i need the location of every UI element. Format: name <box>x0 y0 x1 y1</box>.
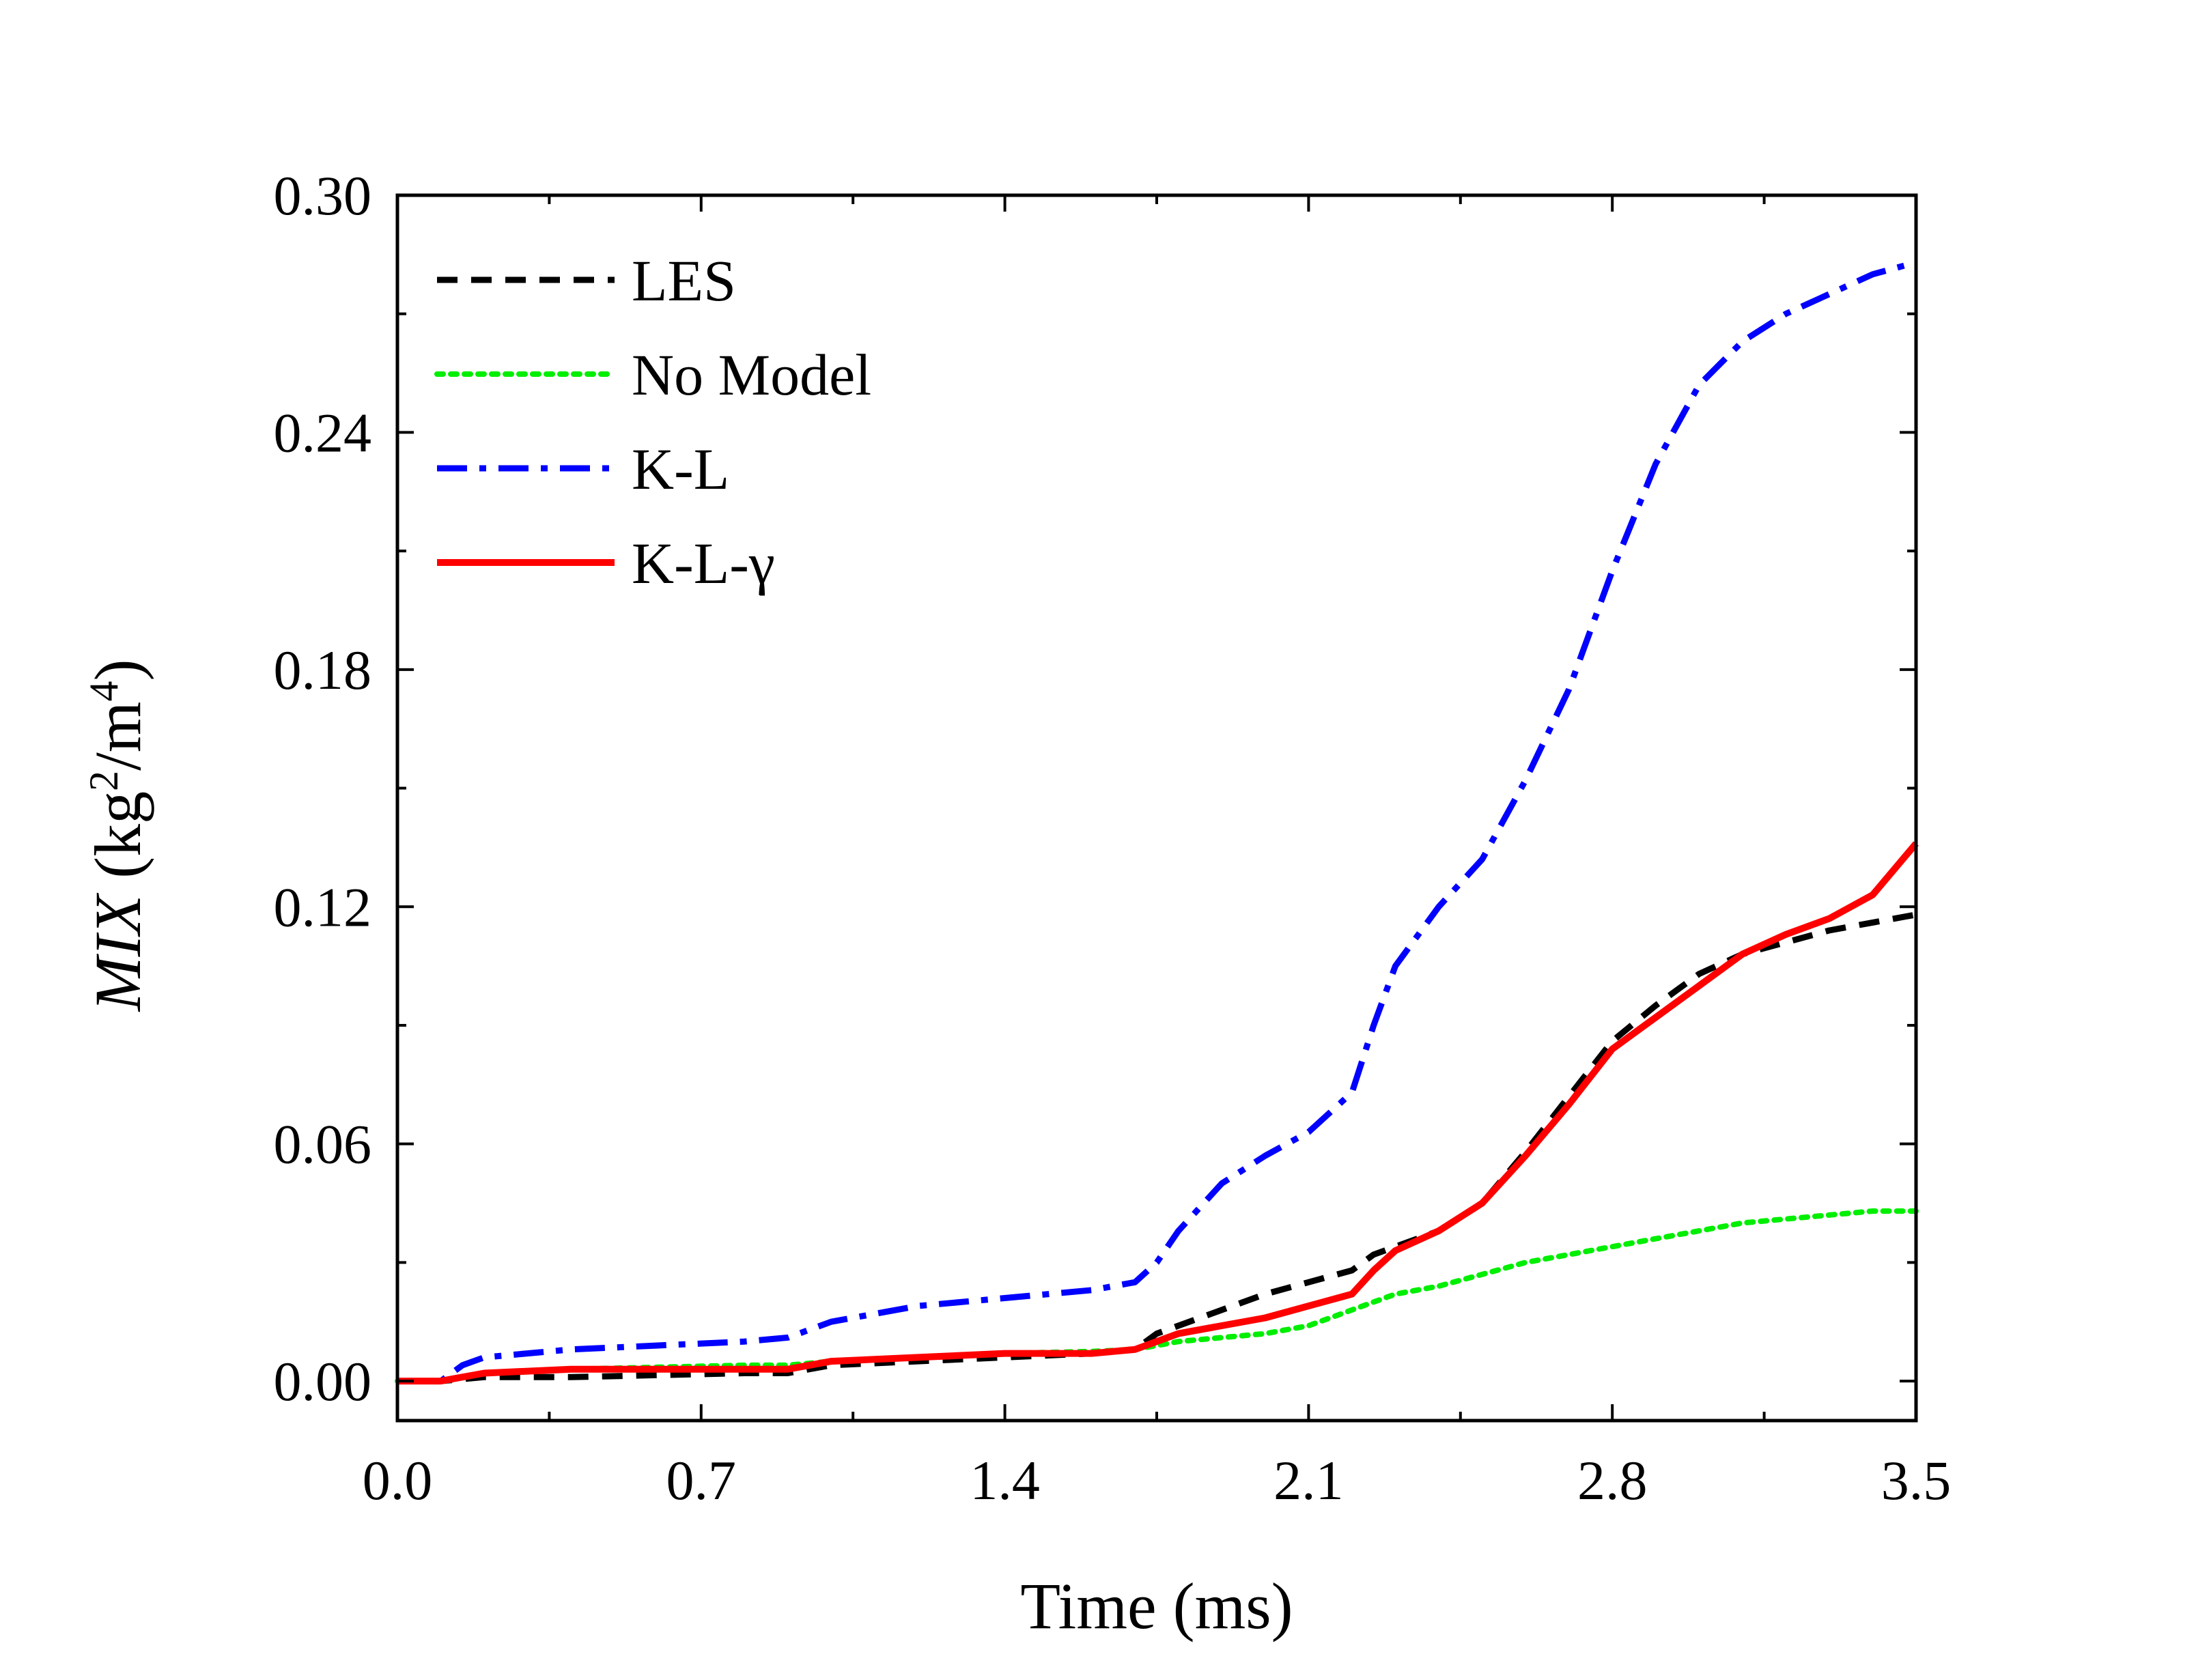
x-tick-label: 1.4 <box>970 1449 1040 1511</box>
legend-label-k-l: K-L <box>632 436 729 502</box>
y-axis-unit-exp2: 4 <box>81 681 126 702</box>
legend-label-les: LES <box>632 248 736 313</box>
series-line-k-l-gamma <box>397 841 1919 1385</box>
y-tick-label: 0.12 <box>274 876 372 938</box>
y-axis-unit-close: ) <box>81 659 154 681</box>
x-tick-label: 2.1 <box>1273 1449 1344 1511</box>
x-tick-label: 3.5 <box>1881 1449 1952 1511</box>
series-line-no-model <box>395 1208 1919 1384</box>
y-axis-title: MIX (kg2/m4) <box>81 659 154 1013</box>
y-tick-label: 0.18 <box>274 639 372 701</box>
y-tick-label: 0.00 <box>274 1350 372 1412</box>
ticks-layer <box>396 194 1917 1421</box>
y-tick-label: 0.24 <box>274 401 372 464</box>
legend-label-k-l-gamma: K-L-γ <box>632 530 775 596</box>
series-line-les <box>397 911 1917 1384</box>
x-tick-label: 0.7 <box>666 1449 737 1511</box>
plot-area <box>395 259 1919 1385</box>
x-tick-label: 2.8 <box>1577 1449 1648 1511</box>
series-line-k-l <box>397 259 1917 1384</box>
y-axis-unit-open: (kg <box>81 791 154 895</box>
legend: LES No Model K-L K-L-γ <box>434 248 871 596</box>
y-tick-label: 0.30 <box>274 165 372 227</box>
y-axis-variable: MIX <box>81 892 154 1012</box>
series-layer <box>395 259 1919 1385</box>
x-axis-title: Time (ms) <box>1020 1569 1293 1642</box>
tick-labels-layer: 0.0 0.7 1.4 2.1 2.8 3.5 0.00 0.06 0.12 0.18 0.24 0.… <box>274 165 1952 1511</box>
y-axis-unit-exp1: 2 <box>81 771 126 791</box>
legend-label-no-model: No Model <box>632 342 871 408</box>
y-axis-unit-mid: /m <box>81 702 154 771</box>
y-tick-label: 0.06 <box>274 1113 372 1176</box>
x-tick-label: 0.0 <box>363 1449 433 1511</box>
